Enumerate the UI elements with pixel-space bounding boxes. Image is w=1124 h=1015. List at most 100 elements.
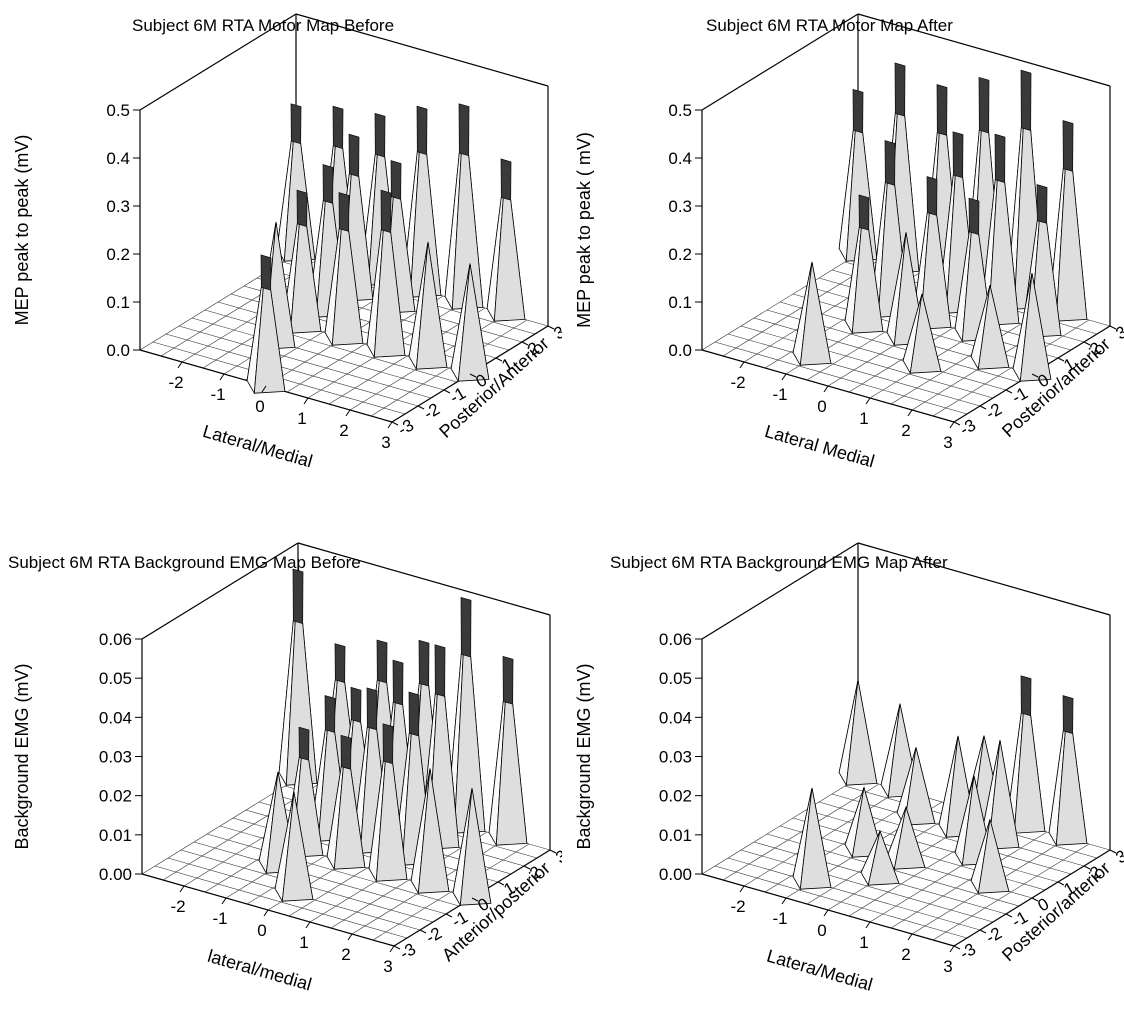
peak-cap	[340, 734, 352, 770]
back-wall-edge	[295, 13, 549, 87]
z-tick-label: 0.01	[99, 826, 132, 845]
x-tick	[261, 385, 267, 393]
chart-title: Subject 6M RTA Background EMG Map Before	[8, 553, 361, 572]
z-tick-label: 0.3	[106, 197, 130, 216]
z-tick-label: 0.01	[659, 826, 692, 845]
chart-panel-emg-after: Subject 6M RTA Background EMG Map After …	[562, 507, 1124, 1014]
chart-title: Subject 6M RTA Background EMG Map After	[610, 553, 948, 572]
peak-face	[1029, 185, 1062, 338]
x-tick	[305, 921, 311, 929]
z-tick-label: 0.2	[668, 245, 692, 264]
peak-face	[799, 787, 832, 890]
peak-cap	[926, 176, 938, 216]
x-tick-label: 1	[859, 933, 868, 952]
z-tick-label: 0.04	[99, 708, 132, 727]
peak-face	[417, 768, 450, 894]
x-tick-label: -1	[212, 909, 227, 928]
peak-cap	[434, 644, 446, 697]
x-tick-label: 0	[257, 921, 266, 940]
x-tick-label: 1	[299, 933, 308, 952]
x-tick	[219, 373, 225, 381]
x-tick	[347, 933, 353, 941]
x-tick-label: 2	[341, 945, 350, 964]
z-tick-label: 0.1	[106, 293, 130, 312]
floor-grid-line	[932, 319, 1090, 417]
x-tick-label: 3	[943, 433, 952, 452]
peak-cap	[298, 726, 310, 761]
x-tick	[303, 397, 309, 405]
back-wall-edge	[297, 542, 551, 616]
peak-face	[333, 736, 366, 870]
y-tick	[1109, 325, 1117, 330]
peak-face	[331, 193, 364, 346]
chart-svg: 0.000.010.020.030.040.050.06-2-10123-3-2…	[574, 542, 1124, 995]
y-tick	[1005, 389, 1013, 394]
peak-cap	[380, 189, 392, 233]
back-wall-edge	[141, 542, 299, 640]
z-tick-label: 0.3	[668, 197, 692, 216]
z-tick-label: 0.06	[99, 630, 132, 649]
peak-cap	[366, 687, 378, 731]
y-tick	[1005, 913, 1013, 918]
z-tick-label: 0.00	[659, 865, 692, 884]
peak-face	[459, 788, 492, 906]
x-tick	[865, 397, 871, 405]
x-tick	[781, 897, 787, 905]
y-tick	[521, 341, 529, 346]
x-tick-label: 1	[297, 409, 306, 428]
z-tick-label: 0.0	[106, 341, 130, 360]
peak-cap	[852, 88, 864, 134]
peak-face	[909, 293, 942, 374]
peak-face	[867, 829, 900, 886]
peak-face	[977, 819, 1010, 894]
x-tick	[177, 361, 183, 369]
x-tick	[907, 409, 913, 417]
y-tick	[547, 325, 555, 330]
peak-face	[495, 657, 528, 846]
y-tick	[1083, 865, 1091, 870]
y-tick	[391, 421, 399, 426]
x-tick-label: 2	[901, 945, 910, 964]
y-tick	[953, 421, 961, 426]
y-tick	[1031, 897, 1039, 902]
peak-cap	[374, 112, 386, 158]
peak-cap	[1020, 675, 1032, 717]
x-tick	[263, 909, 269, 917]
z-axis-label: Background EMG (mV)	[574, 663, 594, 849]
peak-face	[1055, 121, 1088, 322]
y-tick	[979, 929, 987, 934]
peak-face	[977, 285, 1010, 370]
back-wall-edge	[139, 13, 297, 111]
peak-cap	[884, 140, 896, 186]
y-tick	[1057, 881, 1065, 886]
peak-face	[375, 725, 408, 882]
back-wall-edge	[701, 542, 859, 640]
peak-cap	[994, 133, 1006, 183]
peak-face	[799, 261, 832, 366]
x-tick	[781, 373, 787, 381]
peak-cap	[858, 194, 870, 231]
peak-face	[919, 177, 952, 330]
x-tick	[907, 933, 913, 941]
peak-cap	[978, 76, 990, 134]
floor-grid-line	[370, 319, 528, 417]
x-tick-label: 0	[817, 921, 826, 940]
peak-face	[987, 740, 1020, 850]
y-tick	[471, 897, 479, 902]
y-tick	[1057, 357, 1065, 362]
y-tick	[443, 389, 451, 394]
peak-face	[289, 191, 322, 334]
z-tick-label: 0.05	[99, 669, 132, 688]
x-tick	[739, 885, 745, 893]
x-tick-label: -1	[772, 909, 787, 928]
z-tick-label: 0.04	[659, 708, 692, 727]
chart-title: Subject 6M RTA Motor Map After	[706, 16, 953, 35]
peak-face	[373, 191, 406, 358]
x-tick	[823, 909, 829, 917]
peak-cap	[390, 160, 402, 200]
peak-face	[851, 787, 884, 858]
x-tick-label: 3	[943, 957, 952, 976]
chart-svg: 0.00.10.20.30.40.5-2-10123-3-2-10123Late…	[574, 13, 1124, 471]
back-wall-edge	[857, 542, 1111, 616]
peak-cap	[348, 133, 360, 177]
